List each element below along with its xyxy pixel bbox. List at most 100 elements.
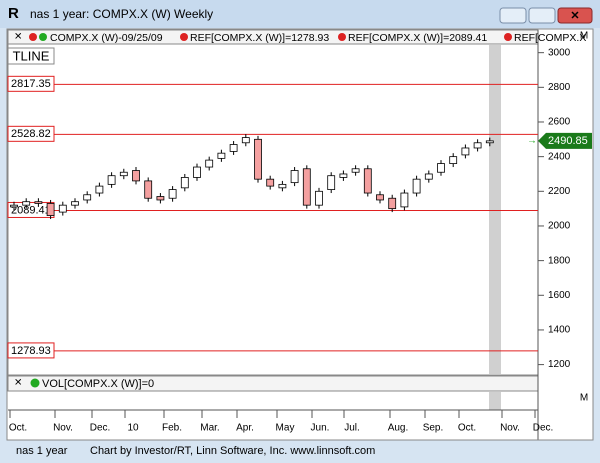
status-text: Chart by Investor/RT, Linn Software, Inc… — [90, 445, 375, 457]
y-tick-label: 3000 — [548, 47, 571, 58]
candle-body — [58, 204, 67, 213]
y-tick-label: 2600 — [548, 117, 571, 128]
close-icon: ✕ — [570, 10, 579, 22]
y-tick-label: 1800 — [548, 255, 571, 266]
candle-body — [437, 163, 445, 173]
candle-body — [461, 147, 470, 156]
volume-dot — [30, 378, 40, 388]
y-tick-label: 2000 — [548, 221, 571, 232]
candle-body — [363, 168, 372, 194]
ref-label-box — [7, 125, 55, 142]
candle-body — [144, 180, 153, 199]
x-tick-label: Nov. — [53, 423, 73, 434]
candle-body — [351, 168, 360, 173]
candle-body — [449, 156, 458, 164]
ref-label: 2528.82 — [11, 128, 51, 140]
candle-body — [83, 194, 92, 201]
ref-label: 2089.41 — [11, 204, 51, 216]
cursor-band — [489, 45, 501, 374]
candle-body — [424, 173, 433, 180]
tline: TLINE — [13, 48, 50, 63]
candle-body — [485, 140, 494, 144]
plot-area — [7, 43, 539, 376]
candle-body — [327, 175, 336, 190]
y-tick-label: 2400 — [548, 151, 571, 162]
legend-entry: REF[COMPX.X (W)]=2089.41 — [348, 32, 487, 44]
y-tick-label: 1600 — [548, 290, 571, 301]
candle-body — [473, 142, 482, 149]
ref-label-box — [7, 342, 55, 359]
candle-body — [71, 201, 79, 206]
candle-body — [290, 170, 299, 184]
close-button[interactable] — [557, 7, 593, 24]
window-title: nas 1 year: COMPX.X (W) Weekly — [30, 7, 213, 21]
x-tick-label: Aug. — [388, 423, 409, 434]
cursor-band-axis — [489, 392, 501, 410]
candle-body — [376, 194, 384, 201]
maximize-button[interactable] — [528, 7, 556, 24]
tline-box — [7, 47, 55, 65]
candle-body — [180, 177, 189, 189]
x-tick-label: Apr. — [236, 423, 254, 434]
candle-body — [241, 137, 250, 144]
x-tick-label: Dec. — [90, 423, 111, 434]
volume-label: VOL[COMPX.X (W)]=0 — [42, 378, 154, 390]
x-tick-label: 10 — [127, 423, 139, 434]
ref-label-box — [7, 75, 55, 92]
last-value-arrow: → — [527, 136, 537, 147]
candle-body — [302, 168, 311, 206]
x-tick-label: Oct. — [9, 423, 27, 434]
legend-dot — [180, 33, 188, 41]
legend-entry: REF[COMPX.X — [514, 32, 586, 44]
candle-body — [339, 173, 348, 178]
minimize-button[interactable] — [499, 7, 527, 24]
x-tick-label: Jun. — [311, 423, 330, 434]
legend-dot — [29, 33, 37, 41]
legend-entry: COMPX.X (W)-09/25/09 — [50, 32, 163, 44]
y-tick-label: 2800 — [548, 82, 571, 93]
x-tick-label: Dec. — [533, 423, 554, 434]
candle-body — [22, 201, 31, 206]
ref-label: 1278.93 — [11, 345, 51, 357]
candle-body — [168, 189, 177, 199]
candle-body — [229, 144, 238, 152]
ref-label: 2817.35 — [11, 78, 51, 90]
candle-body — [254, 138, 262, 180]
app-icon: R — [8, 5, 19, 22]
candle-body — [34, 201, 43, 204]
status-left: nas 1 year — [16, 445, 68, 457]
candle-body — [205, 159, 214, 168]
candle-body — [193, 166, 201, 178]
close-x[interactable]: ✕ — [14, 32, 22, 43]
close-x[interactable]: ✕ — [14, 378, 22, 389]
candle-body — [10, 204, 18, 208]
x-tick-label: Sep. — [423, 423, 444, 434]
candle-body — [119, 171, 128, 177]
candle-body — [107, 175, 116, 185]
y-tick-label: 2200 — [548, 186, 571, 197]
candle-body — [132, 170, 140, 182]
candle-body — [156, 196, 165, 201]
legend-dot — [338, 33, 346, 41]
x-tick-label: Nov. — [500, 423, 520, 434]
x-tick-label: Oct. — [458, 423, 476, 434]
last-value-tag — [538, 132, 592, 149]
y-tick-label: 1400 — [548, 325, 571, 336]
candle-body — [46, 203, 55, 216]
legend-dot — [504, 33, 512, 41]
y-tick-label: 1200 — [548, 359, 571, 370]
candle-body — [95, 185, 104, 194]
candle-body — [315, 190, 323, 206]
m-marker: M — [580, 393, 588, 404]
last-value-label: 2490.85 — [548, 135, 588, 147]
candle-body — [217, 152, 226, 159]
candle-body — [400, 192, 409, 208]
candle-body — [266, 178, 275, 187]
candle-body — [388, 197, 397, 210]
x-tick-label: Jul. — [344, 423, 360, 434]
x-tick-label: Feb. — [162, 423, 182, 434]
legend-dot — [39, 33, 47, 41]
x-tick-label: Mar. — [200, 423, 219, 434]
candle-body — [412, 178, 421, 194]
